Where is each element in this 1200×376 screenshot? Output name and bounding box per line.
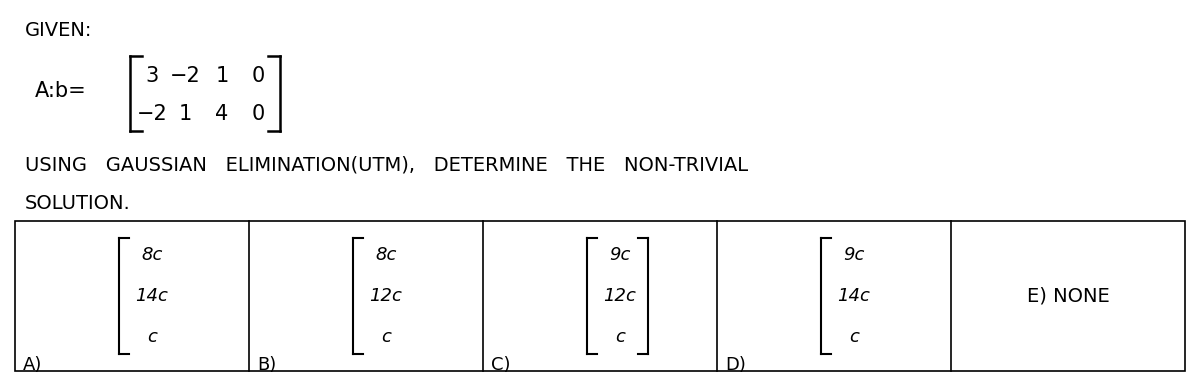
Text: GIVEN:: GIVEN:: [25, 21, 92, 40]
Text: 8c: 8c: [142, 246, 163, 264]
Text: −2: −2: [169, 66, 200, 86]
Text: 1: 1: [215, 66, 229, 86]
Text: c: c: [382, 327, 391, 346]
Text: 4: 4: [215, 104, 229, 124]
Text: c: c: [616, 327, 625, 346]
Text: 0: 0: [251, 104, 265, 124]
Text: SOLUTION.: SOLUTION.: [25, 194, 131, 213]
Text: 14c: 14c: [136, 287, 168, 305]
Text: E) NONE: E) NONE: [1027, 287, 1109, 305]
Text: 9c: 9c: [610, 246, 631, 264]
Text: 1: 1: [179, 104, 192, 124]
Text: 9c: 9c: [844, 246, 865, 264]
Text: −2: −2: [137, 104, 167, 124]
Text: 14c: 14c: [838, 287, 870, 305]
Text: 12c: 12c: [604, 287, 636, 305]
Text: C): C): [491, 356, 510, 374]
Text: 0: 0: [251, 66, 265, 86]
Text: c: c: [850, 327, 859, 346]
Text: A:b=: A:b=: [35, 81, 86, 101]
Text: B): B): [257, 356, 276, 374]
Text: 3: 3: [145, 66, 158, 86]
Text: USING   GAUSSIAN   ELIMINATION(UTM),   DETERMINE   THE   NON-TRIVIAL: USING GAUSSIAN ELIMINATION(UTM), DETERMI…: [25, 156, 748, 175]
Text: 8c: 8c: [376, 246, 397, 264]
Text: D): D): [725, 356, 746, 374]
Text: 12c: 12c: [370, 287, 402, 305]
Bar: [14, 221, 1186, 371]
Text: c: c: [148, 327, 157, 346]
Text: A): A): [23, 356, 42, 374]
